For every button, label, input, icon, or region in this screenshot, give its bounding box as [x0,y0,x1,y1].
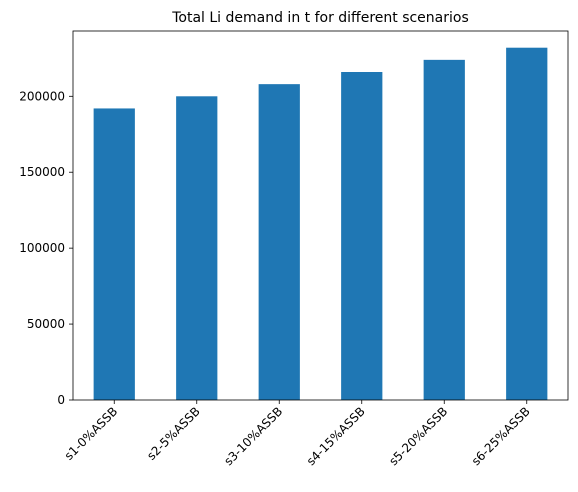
x-tick-label-5: s6-25%ASSB [469,404,533,468]
y-tick-label-3: 150000 [19,165,65,179]
y-tick-label-4: 200000 [19,89,65,103]
y-axis: 0 50000 100000 150000 200000 [19,89,73,407]
y-tick-label-1: 50000 [27,317,65,331]
x-tick-label-3: s4-15%ASSB [304,404,368,468]
plot-frame [72,30,569,401]
x-tick-label-1: s2-5%ASSB [144,404,203,463]
bar-4 [423,59,465,400]
bar-0 [93,108,135,400]
bar-1 [176,96,218,400]
bar-3 [341,72,383,400]
y-tick-label-2: 100000 [19,241,65,255]
x-tick-label-2: s3-10%ASSB [221,404,285,468]
chart-title: Total Li demand in t for different scena… [171,10,469,26]
x-tick-label-0: s1-0%ASSB [62,404,121,463]
bar-2 [258,84,300,401]
bar-5 [506,47,548,400]
y-tick-label-0: 0 [57,393,65,407]
bars-group [93,47,548,401]
x-tick-label-4: s5-20%ASSB [386,404,450,468]
x-axis: s1-0%ASSB s2-5%ASSB s3-10%ASSB s4-15%ASSB s5… [62,400,533,468]
